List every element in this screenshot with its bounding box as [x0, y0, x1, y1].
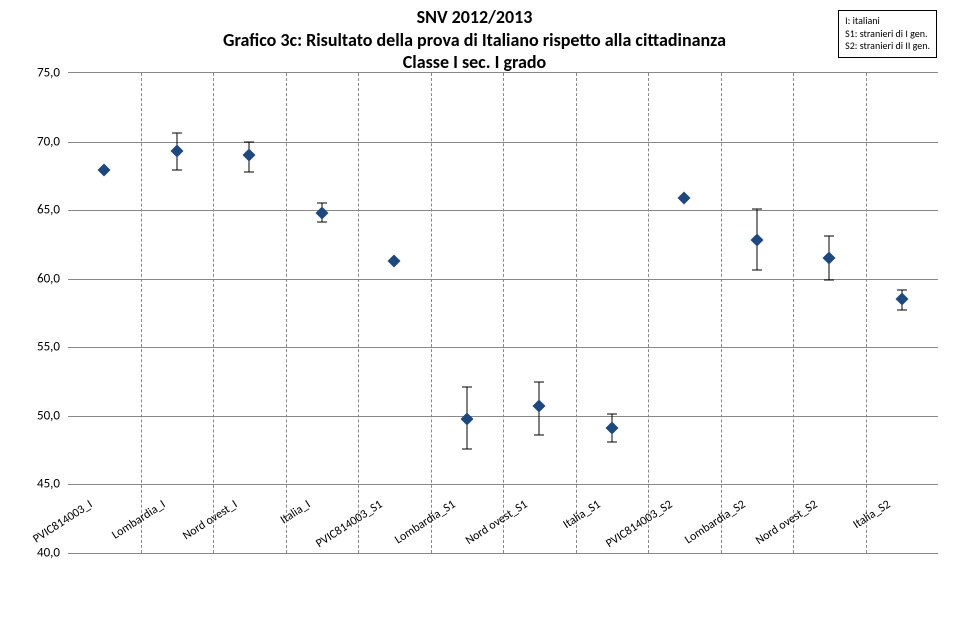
v-gridline — [721, 73, 722, 553]
v-gridline — [866, 73, 867, 553]
error-cap — [752, 270, 762, 271]
v-gridline — [286, 73, 287, 553]
error-cap — [824, 236, 834, 237]
data-marker — [388, 255, 401, 268]
y-tick-label: 50,0 — [37, 408, 60, 423]
error-cap — [244, 141, 254, 142]
error-cap — [462, 448, 472, 449]
v-gridline — [213, 73, 214, 553]
error-cap — [752, 208, 762, 209]
v-gridline — [576, 73, 577, 553]
y-tick-label: 45,0 — [37, 477, 60, 492]
title-line-1: SNV 2012/2013 — [140, 6, 809, 29]
data-marker — [98, 164, 111, 177]
v-gridline — [141, 73, 142, 553]
title-line-2: Grafico 3c: Risultato della prova di Ita… — [140, 29, 809, 52]
data-marker — [243, 149, 256, 162]
v-gridline — [431, 73, 432, 553]
error-cap — [534, 381, 544, 382]
v-gridline — [503, 73, 504, 553]
y-tick-label: 55,0 — [37, 340, 60, 355]
v-gridline — [648, 73, 649, 553]
error-cap — [897, 310, 907, 311]
y-tick-label: 70,0 — [37, 134, 60, 149]
error-cap — [317, 203, 327, 204]
y-tick-label: 40,0 — [37, 546, 60, 561]
legend-line-1: I: italiani — [845, 15, 930, 28]
chart-title-block: SNV 2012/2013 Grafico 3c: Risultato dell… — [140, 6, 809, 74]
plot-area: 40,045,050,055,060,065,070,075,0PVIC8140… — [68, 72, 938, 552]
y-tick-label: 60,0 — [37, 271, 60, 286]
error-cap — [462, 387, 472, 388]
error-cap — [897, 289, 907, 290]
v-gridline — [358, 73, 359, 553]
data-marker — [823, 252, 836, 265]
data-marker — [315, 207, 328, 220]
error-cap — [172, 133, 182, 134]
error-cap — [172, 170, 182, 171]
error-cap — [607, 441, 617, 442]
data-marker — [678, 191, 691, 204]
error-cap — [824, 280, 834, 281]
legend-line-3: S2: stranieri di II gen. — [845, 40, 930, 53]
data-marker — [533, 400, 546, 413]
y-tick-label: 65,0 — [37, 203, 60, 218]
error-cap — [244, 171, 254, 172]
data-marker — [895, 293, 908, 306]
data-marker — [460, 412, 473, 425]
error-cap — [607, 414, 617, 415]
error-cap — [317, 222, 327, 223]
v-gridline — [793, 73, 794, 553]
title-line-3: Classe I sec. I grado — [140, 51, 809, 74]
data-marker — [605, 422, 618, 435]
data-marker — [750, 234, 763, 247]
data-marker — [170, 145, 183, 158]
error-cap — [534, 435, 544, 436]
legend-box: I: italiani S1: stranieri di I gen. S2: … — [838, 10, 937, 58]
y-tick-label: 75,0 — [37, 66, 60, 81]
